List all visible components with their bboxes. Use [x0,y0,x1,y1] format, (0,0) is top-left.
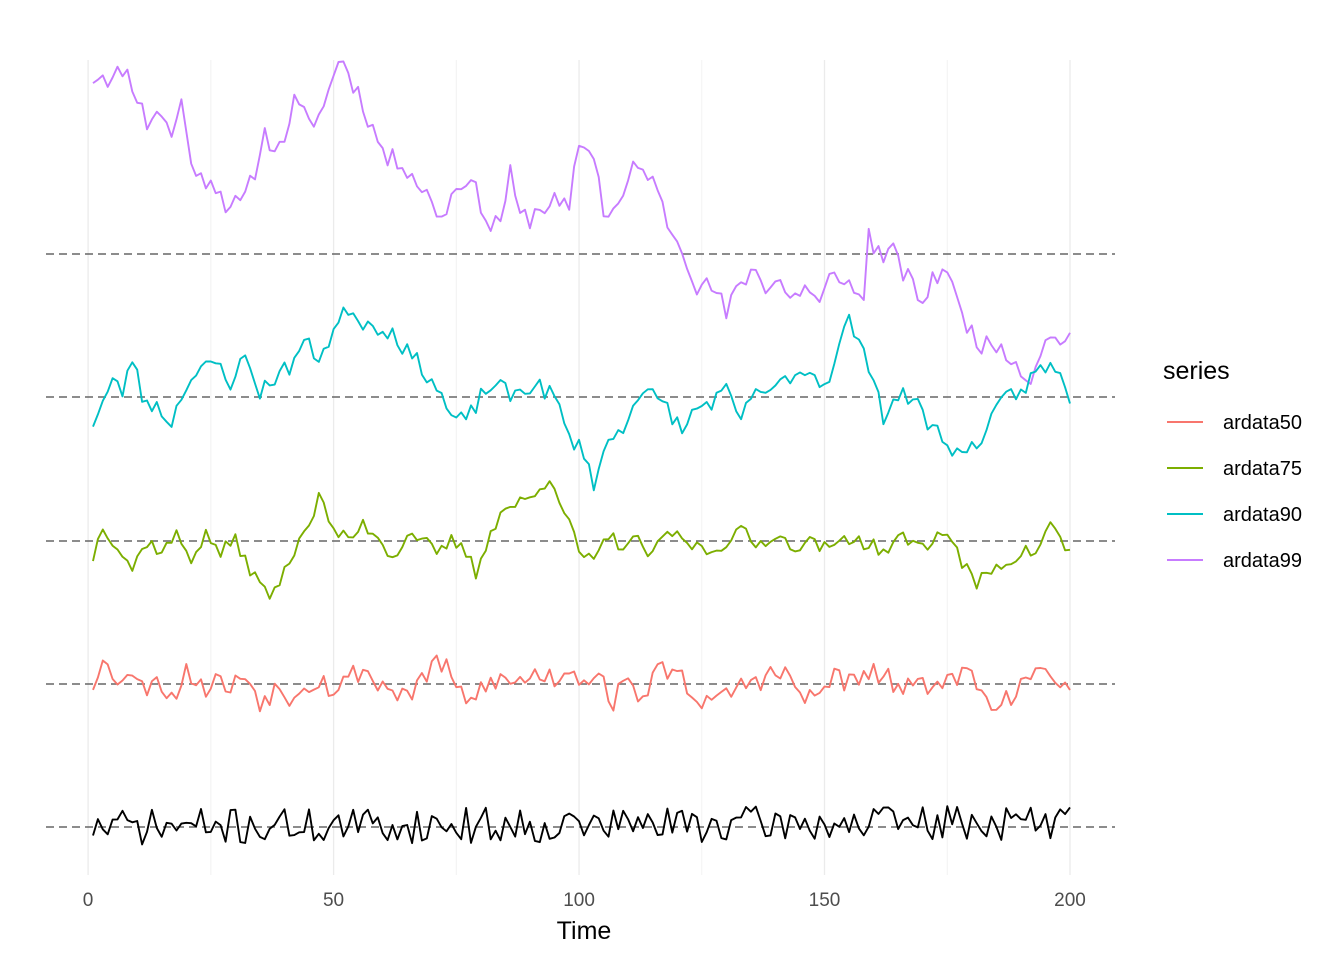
baseline-layer [46,253,1115,828]
series-line-ardata99 [92,60,1071,385]
legend-label-ardata50: ardata50 [1223,412,1302,434]
series-layer [92,60,1071,846]
grid-layer [87,60,1071,875]
x-tick-label: 0 [83,890,94,911]
series-line-white-noise [92,805,1071,846]
x-tick-label: 50 [323,890,344,911]
legend-label-ardata90: ardata90 [1223,504,1302,526]
series-line-ardata50 [92,654,1071,713]
legend: series ardata50 ardata75 ardata90 ardata99 [1163,357,1302,572]
x-axis: 0 50 100 150 200 [83,890,1086,911]
series-line-ardata75 [92,480,1071,600]
x-tick-label: 100 [563,890,595,911]
x-tick-label: 200 [1054,890,1086,911]
x-axis-title: Time [557,917,612,945]
legend-label-ardata75: ardata75 [1223,458,1302,480]
series-line-ardata90 [92,306,1071,492]
legend-title: series [1163,357,1230,385]
legend-label-ardata99: ardata99 [1223,550,1302,572]
x-tick-label: 150 [809,890,841,911]
